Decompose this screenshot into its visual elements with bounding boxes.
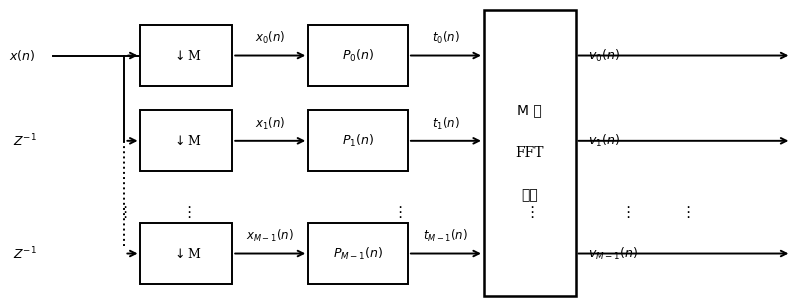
Text: $P_{M-1}(n)$: $P_{M-1}(n)$: [333, 245, 383, 262]
Text: $x_1(n)$: $x_1(n)$: [255, 116, 286, 132]
Text: ⋮: ⋮: [680, 205, 695, 220]
Bar: [484, 10, 576, 296]
Text: FFT: FFT: [515, 146, 544, 160]
Bar: [308, 25, 408, 86]
Text: $P_0(n)$: $P_0(n)$: [342, 47, 374, 64]
Bar: [141, 110, 232, 171]
Text: ⋮: ⋮: [117, 205, 132, 220]
Text: $v_0(n)$: $v_0(n)$: [588, 47, 619, 64]
Bar: [141, 25, 232, 86]
Bar: [141, 223, 232, 284]
Text: $\downarrow$M: $\downarrow$M: [171, 247, 201, 260]
Text: $\downarrow$M: $\downarrow$M: [171, 134, 201, 148]
Text: ⋮: ⋮: [524, 205, 539, 220]
Bar: [308, 110, 408, 171]
Text: $\downarrow$M: $\downarrow$M: [171, 49, 201, 62]
Text: $v_1(n)$: $v_1(n)$: [588, 133, 619, 149]
Text: $t_0(n)$: $t_0(n)$: [432, 30, 460, 47]
Text: 矩阵: 矩阵: [522, 188, 538, 203]
Text: $P_1(n)$: $P_1(n)$: [342, 133, 374, 149]
Text: $x(n)$: $x(n)$: [9, 48, 35, 63]
Text: $t_1(n)$: $t_1(n)$: [432, 116, 460, 132]
Text: ⋮: ⋮: [181, 205, 196, 220]
Text: $x_{M-1}(n)$: $x_{M-1}(n)$: [246, 228, 294, 244]
Text: $v_{M-1}(n)$: $v_{M-1}(n)$: [588, 245, 638, 262]
Text: $Z^{-1}$: $Z^{-1}$: [13, 245, 37, 262]
Text: $t_{M-1}(n)$: $t_{M-1}(n)$: [423, 228, 469, 244]
Text: $x_0(n)$: $x_0(n)$: [255, 30, 286, 47]
Text: ⋮: ⋮: [392, 205, 408, 220]
Text: $Z^{-1}$: $Z^{-1}$: [13, 132, 37, 149]
Text: M 点: M 点: [518, 103, 542, 118]
Text: ⋮: ⋮: [620, 205, 635, 220]
Bar: [308, 223, 408, 284]
